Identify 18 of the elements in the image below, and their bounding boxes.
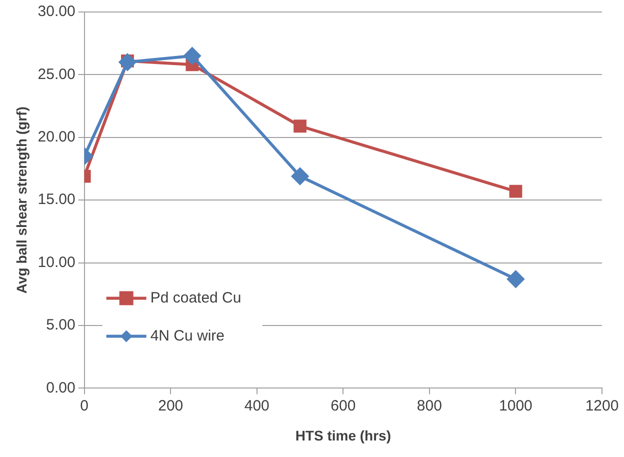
x-tick-label: 1000 (499, 397, 532, 414)
y-axis-title: Avg ball shear strength (grf) (13, 106, 30, 294)
x-tick-label: 600 (330, 397, 356, 414)
legend-label: 4N Cu wire (150, 327, 225, 344)
legend-label: Pd coated Cu (150, 289, 242, 306)
y-tick-label: 0.00 (46, 379, 76, 396)
y-tick-label: 10.00 (38, 254, 76, 271)
y-tick-label: 25.00 (38, 66, 76, 83)
y-tick-label: 30.00 (38, 3, 76, 20)
x-axis-title: HTS time (hrs) (295, 427, 392, 444)
y-tick-label: 20.00 (38, 128, 76, 146)
x-tick-label: 800 (416, 397, 442, 414)
x-tick-label: 200 (158, 397, 184, 414)
x-tick-label: 0 (80, 397, 89, 414)
y-tick-label: 5.00 (46, 316, 76, 334)
x-tick-label: 1200 (585, 397, 619, 414)
x-tick-label: 400 (244, 397, 270, 414)
y-tick-label: 15.00 (38, 191, 76, 208)
